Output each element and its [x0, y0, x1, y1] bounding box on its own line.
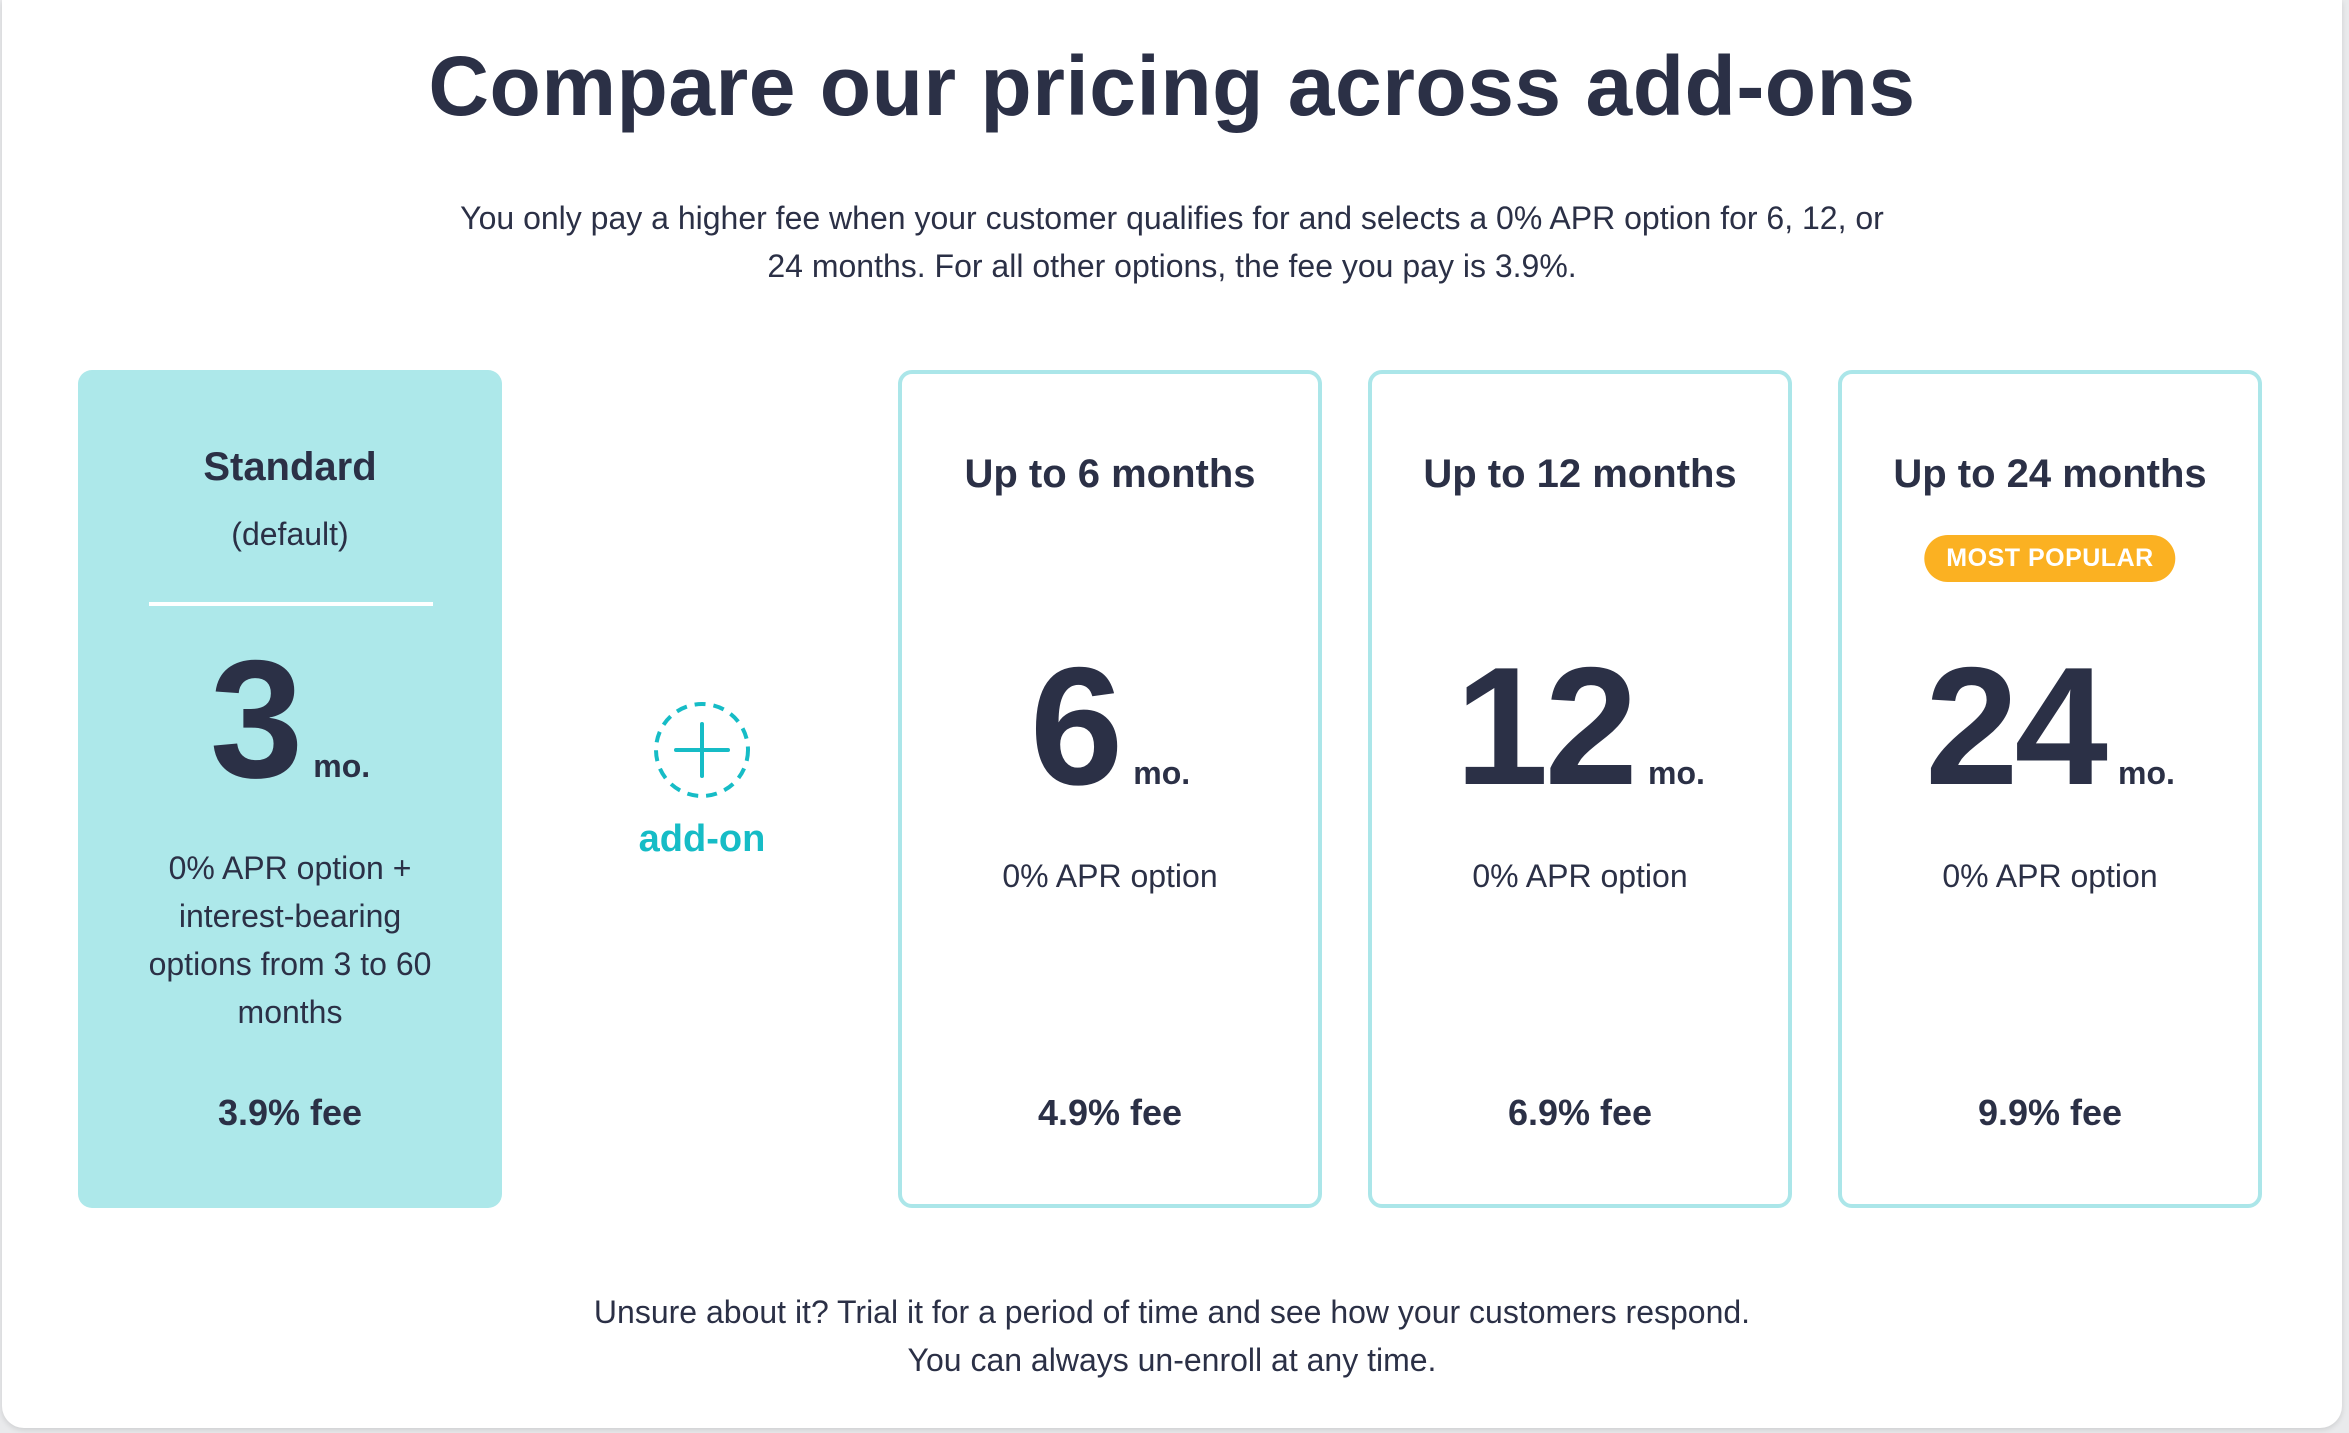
footer-note: Unsure about it? Trial it for a period o… [382, 1288, 1962, 1384]
plan-term-number: 3 [209, 625, 303, 813]
plan-card-12-months: Up to 12 months 12 mo. 0% APR option 6.9… [1368, 370, 1792, 1208]
plan-term: 24 mo. [1842, 642, 2258, 810]
footer-line-1: Unsure about it? Trial it for a period o… [593, 1294, 1751, 1330]
plan-card-24-months: Up to 24 months MOST POPULAR 24 mo. 0% A… [1838, 370, 2262, 1208]
plan-term-number: 12 [1455, 632, 1638, 820]
subtitle-line-2: 24 months. For all other options, the fe… [767, 248, 1577, 284]
plan-description-line: interest-bearing [178, 898, 402, 934]
plan-description: 0% APR option [1472, 858, 1688, 894]
subtitle-line-1: You only pay a higher fee when your cust… [460, 200, 1884, 236]
plan-fee: 4.9% fee [1037, 1092, 1183, 1133]
plan-fee: 9.9% fee [1977, 1092, 2123, 1133]
plan-description: 0% APR option [1942, 858, 2158, 894]
plan-title: Standard [203, 445, 377, 489]
plan-subtitle: (default) [231, 516, 349, 552]
plan-term-number: 6 [1029, 632, 1123, 820]
plan-card-6-months: Up to 6 months 6 mo. 0% APR option 4.9% … [898, 370, 1322, 1208]
plan-title: Up to 24 months [1893, 452, 2207, 496]
plan-fee: 6.9% fee [1507, 1092, 1653, 1133]
plus-circle-dashed-icon [654, 702, 750, 798]
plan-title: Up to 6 months [964, 452, 1256, 496]
most-popular-badge: MOST POPULAR [1924, 535, 2176, 582]
plan-description-line: 0% APR option + [168, 850, 412, 886]
page-subtitle: You only pay a higher fee when your cust… [382, 194, 1962, 290]
plan-divider [149, 602, 433, 606]
plan-term-unit: mo. [2117, 755, 2175, 791]
addon-connector: add-on [602, 700, 802, 861]
plan-term-number: 24 [1925, 632, 2108, 820]
plan-description: 0% APR option [1002, 858, 1218, 894]
plan-term: 12 mo. [1372, 642, 1788, 810]
plan-description: 0% APR option + interest-bearing options… [118, 844, 462, 1036]
addon-label: add-on [638, 818, 766, 860]
plan-term-unit: mo. [313, 748, 371, 784]
plan-term-unit: mo. [1133, 755, 1191, 791]
plan-term: 3 mo. [78, 635, 502, 803]
plan-title: Up to 12 months [1423, 452, 1737, 496]
footer-line-2: You can always un-enroll at any time. [907, 1342, 1437, 1378]
plan-description-line: months [237, 994, 343, 1030]
plan-description-line: options from 3 to 60 [148, 946, 432, 982]
standard-plan-card: Standard (default) 3 mo. 0% APR option +… [78, 370, 502, 1208]
plan-term: 6 mo. [902, 642, 1318, 810]
page-title: Compare our pricing across add-ons [428, 39, 1916, 133]
plan-term-unit: mo. [1647, 755, 1705, 791]
plan-fee: 3.9% fee [217, 1092, 363, 1133]
